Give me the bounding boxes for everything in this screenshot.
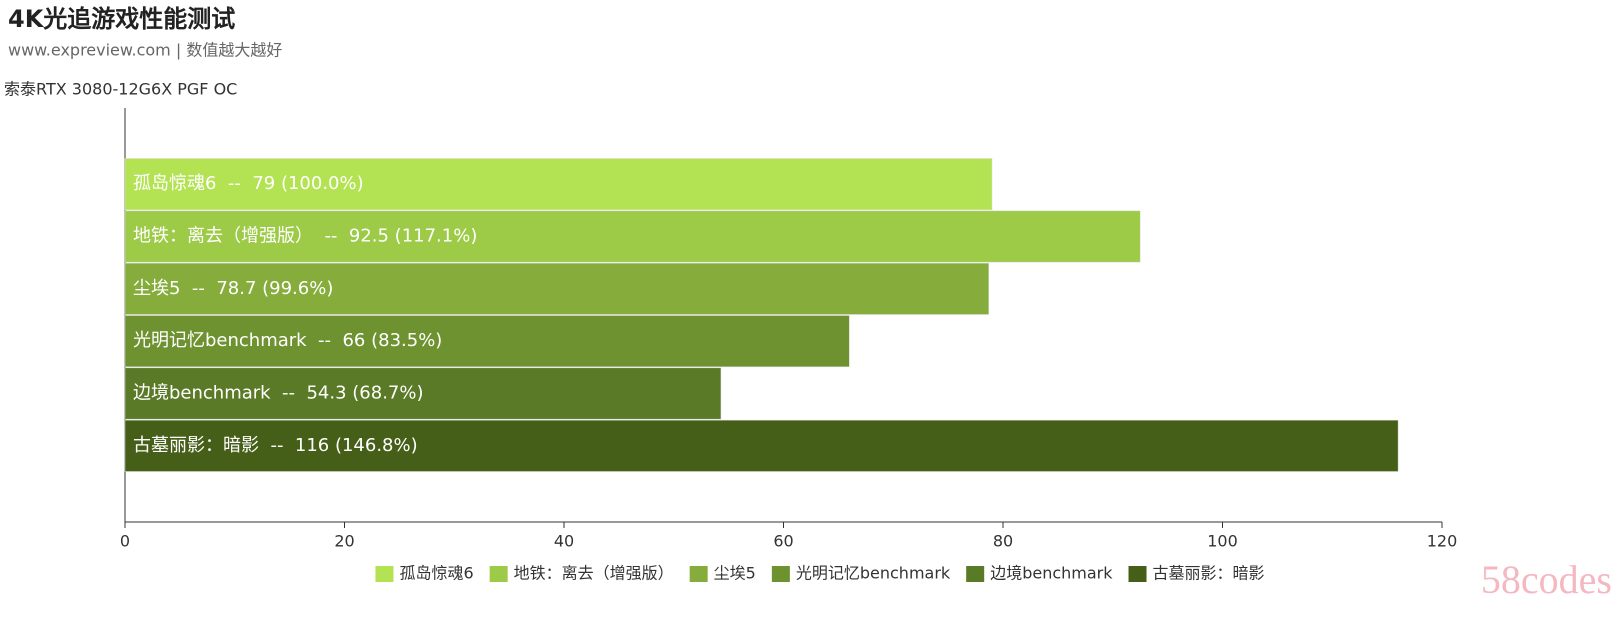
legend-swatch [1128,566,1147,582]
x-tick-label: 40 [554,532,574,551]
legend-swatch [771,566,790,582]
x-tick-label: 80 [993,532,1013,551]
legend-label: 尘埃5 [714,564,756,583]
bar-label: 古墓丽影：暗影 -- 116 (146.8%) [133,435,418,456]
chart-title: 4K光追游戏性能测试 [8,5,235,33]
legend-swatch [966,566,985,582]
x-tick-label: 0 [120,532,130,551]
legend-label: 孤岛惊魂6 [399,564,473,583]
legend-label: 边境benchmark [990,564,1113,583]
legend-swatch [689,566,708,582]
legend-swatch [375,566,394,582]
watermark: 58codes [1481,557,1612,602]
bar-label: 尘埃5 -- 78.7 (99.6%) [133,278,333,299]
bar [124,262,989,315]
category-label: 索泰RTX 3080-12G6X PGF OC [4,80,237,99]
bar [124,158,993,211]
legend-label: 光明记忆benchmark [796,564,951,583]
bar-label: 边境benchmark -- 54.3 (68.7%) [133,383,424,404]
x-tick-label: 60 [773,532,793,551]
bar [124,315,850,368]
bar [124,367,722,420]
legend-label: 地铁：离去（增强版） [514,564,674,583]
bar [124,419,1399,472]
x-tick-label: 100 [1207,532,1238,551]
bar-label: 光明记忆benchmark -- 66 (83.5%) [133,330,442,351]
x-tick-label: 20 [334,532,354,551]
bar-label: 地铁：离去（增强版） -- 92.5 (117.1%) [133,226,477,247]
chart-subtitle: www.expreview.com | 数值越大越好 [8,41,282,60]
legend-label: 古墓丽影：暗影 [1153,564,1265,583]
legend-swatch [489,566,508,582]
bar [124,210,1141,263]
x-tick-label: 120 [1427,532,1458,551]
bar-label: 孤岛惊魂6 -- 79 (100.0%) [133,173,364,194]
